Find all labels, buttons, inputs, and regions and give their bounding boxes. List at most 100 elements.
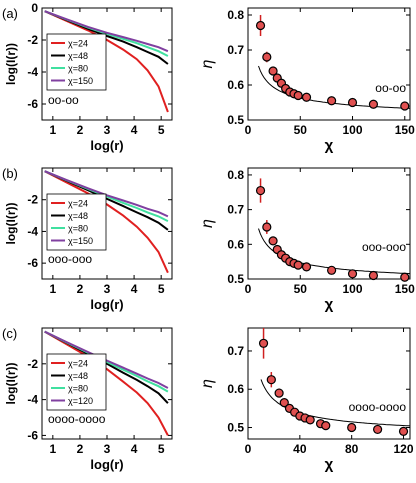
x-axis-label: χ bbox=[325, 296, 334, 313]
x-tick-label: 0 bbox=[245, 123, 252, 137]
data-point bbox=[321, 421, 331, 431]
y-tick-label: 0.7 bbox=[227, 344, 244, 358]
legend-entry: χ=24 bbox=[68, 199, 88, 209]
x-tick-label: 50 bbox=[294, 123, 308, 137]
x-tick-label: 80 bbox=[345, 442, 359, 456]
y-tick-label: -6 bbox=[27, 97, 38, 111]
x-tick-label: 2 bbox=[77, 442, 84, 456]
panel-row-label: (b) bbox=[2, 166, 18, 181]
panel-annotation: ooo-ooo bbox=[362, 240, 406, 254]
y-tick-label: -4 bbox=[27, 393, 38, 407]
legend-entry: χ=150 bbox=[68, 236, 93, 246]
y-tick-label: 0.8 bbox=[227, 8, 244, 22]
x-tick-label: 2 bbox=[77, 282, 84, 296]
data-point bbox=[368, 270, 379, 281]
x-tick-label: 2 bbox=[77, 123, 84, 137]
x-tick-label: 5 bbox=[158, 282, 165, 296]
panel-annotation: oo-oo bbox=[375, 81, 406, 95]
panel-annotation: oooo-oooo bbox=[48, 412, 106, 426]
legend-entry: χ=120 bbox=[68, 396, 93, 406]
x-tick-label: 3 bbox=[104, 282, 111, 296]
x-tick-label: 150 bbox=[395, 282, 415, 296]
panel-correlation-1 bbox=[41, 7, 173, 121]
data-point bbox=[262, 222, 272, 232]
panel-row-label: (a) bbox=[2, 6, 18, 21]
x-tick-label: 1 bbox=[49, 442, 56, 456]
legend-entry: χ=80 bbox=[68, 224, 88, 234]
y-tick-label: 0.6 bbox=[227, 382, 244, 396]
y-tick-label: -6 bbox=[27, 256, 38, 270]
legend-entry: χ=24 bbox=[68, 39, 88, 49]
legend-entry: χ=80 bbox=[68, 384, 88, 394]
data-point bbox=[347, 97, 358, 108]
x-tick-label: 1 bbox=[49, 282, 56, 296]
y-tick-label: 0.5 bbox=[227, 272, 244, 286]
panel-exponent-3 bbox=[247, 327, 411, 440]
series-line-120 bbox=[44, 330, 169, 389]
y-tick-label: 0.6 bbox=[227, 78, 244, 92]
y-tick-label: -2 bbox=[27, 357, 38, 371]
x-tick-label: 3 bbox=[104, 442, 111, 456]
data-point bbox=[293, 260, 303, 270]
data-point bbox=[262, 52, 272, 62]
y-axis-label: η bbox=[199, 219, 216, 228]
series-line-150 bbox=[44, 170, 169, 218]
panel-annotation: ooo-ooo bbox=[48, 252, 92, 266]
x-axis-label: χ bbox=[325, 456, 334, 473]
x-tick-label: 4 bbox=[131, 123, 138, 137]
data-point bbox=[368, 99, 379, 109]
series-line-150 bbox=[44, 10, 169, 53]
y-tick-label: 0.5 bbox=[227, 113, 244, 127]
y-axis-label: log(I(r)) bbox=[4, 43, 18, 85]
y-tick-label: -4 bbox=[27, 224, 38, 238]
y-tick-label: 0.7 bbox=[227, 43, 244, 57]
data-point bbox=[327, 96, 337, 106]
legend-entry: χ=24 bbox=[68, 359, 88, 369]
y-axis-label: log(I(r)) bbox=[4, 203, 18, 245]
y-axis-label: η bbox=[199, 379, 216, 388]
data-point bbox=[305, 415, 315, 425]
x-tick-label: 1 bbox=[49, 123, 56, 137]
series-line-24 bbox=[44, 170, 169, 274]
y-axis-label: log(I(r)) bbox=[4, 363, 18, 405]
x-tick-label: 0 bbox=[245, 442, 252, 456]
data-point bbox=[266, 375, 276, 385]
panel-exponent-1 bbox=[247, 7, 411, 121]
x-axis-label: χ bbox=[325, 137, 334, 154]
data-point bbox=[258, 338, 269, 348]
data-point bbox=[347, 422, 357, 433]
x-tick-label: 0 bbox=[245, 282, 252, 296]
x-tick-label: 5 bbox=[158, 123, 165, 137]
data-point bbox=[279, 398, 289, 408]
panel-row-label: (c) bbox=[2, 326, 17, 341]
x-axis-label: log(r) bbox=[90, 457, 123, 472]
y-tick-label: 0.7 bbox=[227, 203, 244, 217]
legend-entry: χ=48 bbox=[68, 371, 88, 381]
data-point bbox=[255, 20, 266, 31]
data-point bbox=[398, 426, 409, 436]
x-tick-label: 4 bbox=[131, 282, 138, 296]
panel-annotation: oooo-oooo bbox=[349, 400, 407, 414]
data-point bbox=[301, 262, 312, 272]
y-tick-label: -4 bbox=[27, 65, 38, 79]
data-point bbox=[373, 424, 383, 435]
axes-frame bbox=[247, 327, 411, 440]
legend-entry: χ=150 bbox=[68, 76, 93, 86]
data-point bbox=[400, 101, 410, 111]
series-line-24 bbox=[44, 330, 169, 436]
y-tick-label: 0.6 bbox=[227, 237, 244, 251]
data-point bbox=[268, 236, 278, 246]
x-tick-label: 120 bbox=[394, 442, 414, 456]
y-axis-label: η bbox=[199, 59, 216, 68]
axes-frame bbox=[247, 7, 411, 121]
x-axis-label: log(r) bbox=[90, 138, 123, 153]
y-tick-label: 0 bbox=[31, 1, 38, 15]
panel-correlation-3 bbox=[41, 327, 173, 440]
axes-frame bbox=[247, 167, 411, 280]
x-tick-label: 3 bbox=[104, 123, 111, 137]
x-tick-label: 150 bbox=[395, 123, 415, 137]
x-axis-label: log(r) bbox=[90, 297, 123, 312]
data-point bbox=[268, 66, 278, 76]
panel-correlation-2 bbox=[41, 167, 173, 280]
data-point bbox=[293, 90, 303, 101]
